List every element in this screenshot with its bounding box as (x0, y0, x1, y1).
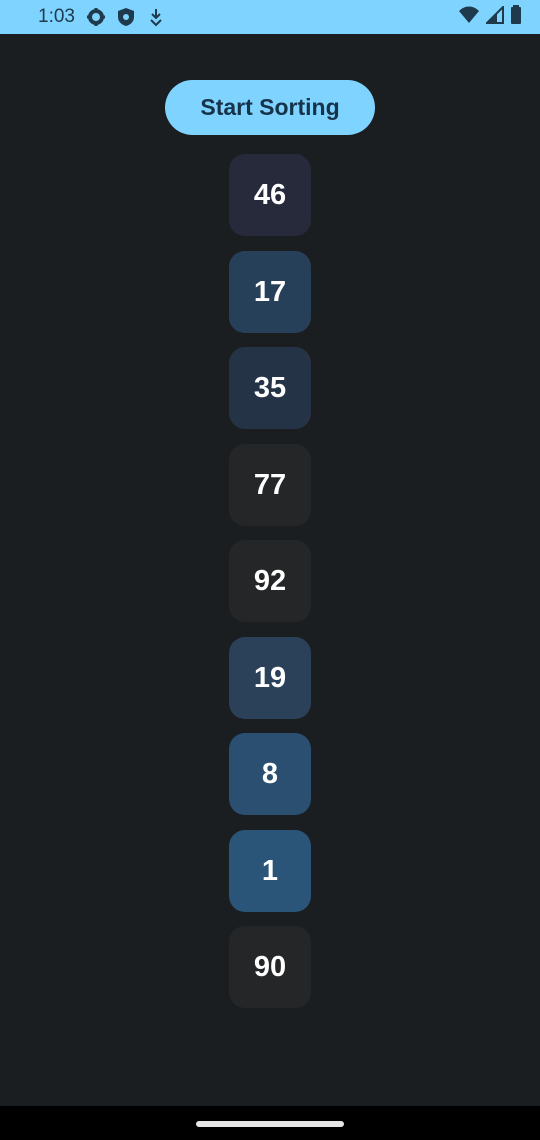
tile-value: 19 (253, 661, 287, 694)
start-sorting-button[interactable]: Start Sorting (165, 80, 375, 135)
sorting-screen: Start Sorting 46 17 35 77 92 19 8 1 90 (0, 34, 540, 1106)
navigation-bar (0, 1106, 540, 1140)
download-icon (145, 6, 167, 28)
signal-icon (484, 4, 504, 29)
battery-icon (510, 4, 522, 30)
number-tile: 77 (229, 444, 311, 526)
number-tile: 92 (229, 540, 311, 622)
number-tile: 90 (229, 926, 311, 1008)
number-tile: 46 (229, 154, 311, 236)
tile-value: 17 (253, 275, 287, 308)
tile-value: 92 (253, 564, 287, 597)
tile-value: 46 (253, 178, 287, 211)
wifi-icon (458, 6, 480, 29)
tile-value: 90 (253, 950, 287, 983)
number-tile: 19 (229, 637, 311, 719)
status-time: 1:03 (38, 6, 75, 27)
shield-icon (115, 6, 137, 28)
number-tile: 17 (229, 251, 311, 333)
tile-value: 1 (261, 854, 279, 887)
number-tile: 35 (229, 347, 311, 429)
home-gesture-handle[interactable] (196, 1121, 344, 1127)
number-tile: 1 (229, 830, 311, 912)
number-tile: 8 (229, 733, 311, 815)
gear-icon (85, 6, 107, 28)
tile-value: 35 (253, 371, 287, 404)
status-bar: 1:03 (0, 0, 540, 34)
status-right-icons (458, 4, 522, 30)
tile-value: 77 (253, 468, 287, 501)
tile-value: 8 (261, 757, 279, 790)
